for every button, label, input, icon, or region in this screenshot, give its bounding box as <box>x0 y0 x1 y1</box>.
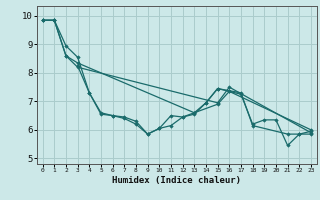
X-axis label: Humidex (Indice chaleur): Humidex (Indice chaleur) <box>112 176 241 185</box>
